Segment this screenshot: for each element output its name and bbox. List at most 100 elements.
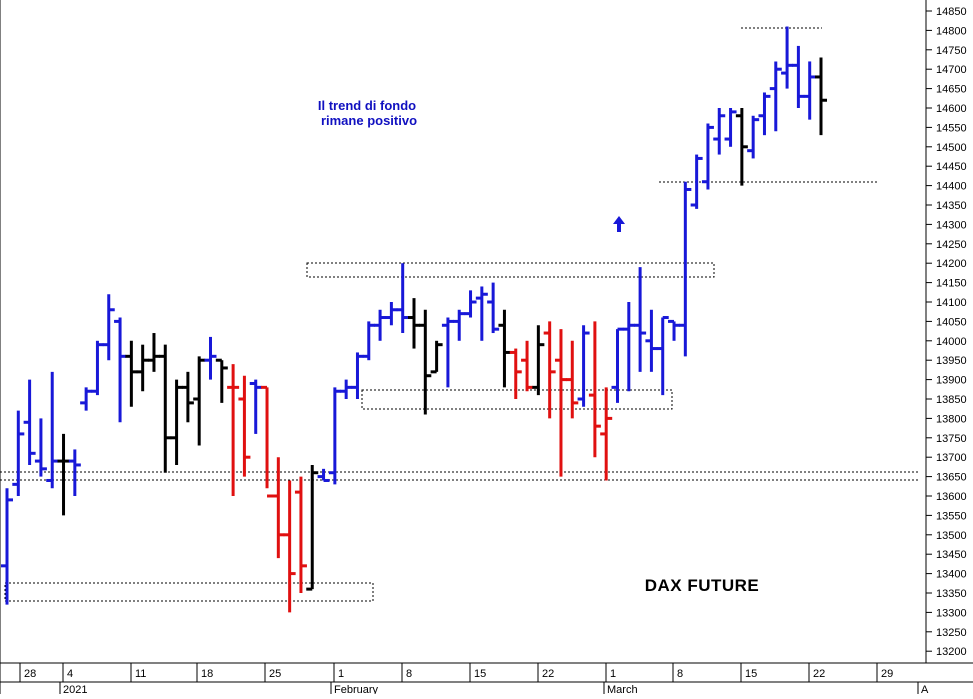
x-tick-label: 22 (813, 668, 825, 680)
ohlc-bar (215, 358, 228, 403)
ohlc-bar (566, 340, 579, 419)
ohlc-bar (758, 92, 771, 136)
y-tick-label: 13850 (936, 394, 967, 406)
y-tick-label: 13250 (936, 627, 967, 639)
y-tick-label: 13200 (936, 646, 967, 658)
y-tick-label: 14200 (936, 258, 967, 270)
ohlc-bar (181, 371, 194, 423)
ohlc-bar (396, 263, 409, 334)
ohlc-bar (125, 340, 138, 407)
ohlc-bar (283, 480, 296, 613)
y-tick-label: 13900 (936, 375, 967, 387)
ohlc-bar (509, 348, 522, 399)
ohlc-bar (419, 309, 432, 415)
ohlc-bar (91, 340, 104, 396)
y-tick-label: 14100 (936, 297, 967, 309)
ohlc-bar (577, 325, 590, 407)
ohlc-bar (12, 410, 25, 496)
ohlc-bar (475, 286, 488, 341)
ohlc-bar (351, 352, 364, 399)
ohlc-bar (193, 356, 206, 446)
ohlc-bar (114, 317, 127, 423)
ohlc-bar (102, 294, 115, 361)
ohlc-bar (769, 61, 782, 132)
y-axis-ticks: 13200 13250 13300 13350 13400 13450 13500 13550… (926, 6, 967, 658)
ohlc-bar (679, 181, 692, 357)
ohlc-bar (430, 340, 443, 374)
ohlc-bar (159, 344, 172, 473)
ohlc-bar (588, 321, 601, 458)
ohlc-bar (261, 385, 274, 498)
up-arrow-icon (613, 216, 625, 232)
y-tick-label: 14450 (936, 161, 967, 173)
ohlc-bar (46, 371, 59, 489)
month-label: A (921, 684, 929, 694)
y-tick-label: 14400 (936, 181, 967, 193)
y-tick-label: 14850 (936, 6, 967, 18)
ohlc-bar (340, 379, 353, 399)
y-tick-label: 14750 (936, 45, 967, 57)
y-tick-label: 13400 (936, 569, 967, 581)
ohlc-bar (272, 457, 285, 559)
y-tick-label: 14700 (936, 64, 967, 76)
y-tick-label: 13650 (936, 472, 967, 484)
ohlc-bar (385, 302, 398, 326)
ohlc-bar (543, 321, 556, 419)
x-tick-label: 25 (269, 668, 281, 680)
x-tick-label: 15 (474, 668, 486, 680)
ohlc-bar (170, 379, 183, 465)
ohlc-bar (634, 267, 647, 372)
y-tick-label: 13350 (936, 588, 967, 600)
y-tick-label: 13450 (936, 549, 967, 561)
ohlc-bar (713, 108, 726, 155)
ohlc-bar (294, 476, 307, 593)
y-tick-label: 13800 (936, 413, 967, 425)
x-tick-label: 22 (542, 668, 554, 680)
support-resistance-guides (0, 27, 918, 602)
ohlc-bar (487, 282, 500, 334)
ohlc-bar (792, 45, 805, 108)
month-label: March (607, 684, 638, 694)
ohlc-bar (803, 61, 816, 120)
annotation-line-1: Il trend di fondo (318, 98, 416, 113)
y-tick-label: 14350 (936, 200, 967, 212)
ohlc-bar (238, 375, 251, 477)
y-tick-label: 14650 (936, 84, 967, 96)
ohlc-bar (1, 488, 13, 605)
month-labels: 2021 February March A (59, 682, 929, 696)
y-tick-label: 13700 (936, 452, 967, 464)
x-tick-label: 29 (881, 668, 893, 680)
ohlc-bar (622, 302, 635, 392)
x-tick-label: 11 (135, 668, 146, 680)
y-tick-label: 14300 (936, 219, 967, 231)
y-tick-label: 13750 (936, 433, 967, 445)
y-tick-label: 13950 (936, 355, 967, 367)
ohlc-bar (57, 433, 70, 516)
ohlc-bar (249, 379, 262, 434)
ohlc-bar (23, 379, 36, 465)
ohlc-bar (656, 316, 669, 396)
y-tick-label: 14500 (936, 142, 967, 154)
ohlc-bar (532, 325, 545, 396)
ohlc-bar (645, 309, 658, 372)
x-tick-label: 1 (338, 668, 344, 680)
y-tick-label: 14600 (936, 103, 967, 115)
resistance-range-box (306, 262, 715, 278)
ohlc-bar (735, 108, 748, 186)
y-tick-label: 14550 (936, 122, 967, 134)
y-tick-label: 13300 (936, 607, 967, 619)
ohlc-bar (441, 317, 454, 388)
ohlc-bar (68, 449, 81, 496)
ohlc-bar (464, 290, 477, 318)
ohlc-bar (408, 298, 420, 349)
ohlc-bar (136, 344, 149, 392)
ohlc-bar (690, 154, 703, 209)
ohlc-bar (306, 464, 319, 591)
ohlc-bar (668, 319, 681, 341)
ohlc-bar (600, 387, 613, 481)
x-tick-label: 8 (406, 668, 412, 680)
x-tick-label: 18 (201, 668, 213, 680)
ohlc-bar (554, 329, 567, 477)
